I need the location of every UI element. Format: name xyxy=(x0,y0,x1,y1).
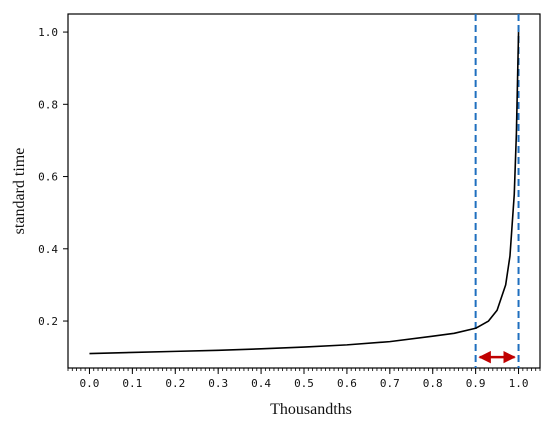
y-tick-label: 0.2 xyxy=(38,315,58,328)
y-axis: 0.2 0.4 0.6 0.8 1.0 xyxy=(38,26,68,328)
x-tick-label: 0.2 xyxy=(165,377,185,390)
plot-frame xyxy=(67,13,541,369)
x-tick-label: 0.9 xyxy=(466,377,486,390)
x-tick-label: 0.8 xyxy=(423,377,443,390)
y-tick-label: 0.6 xyxy=(38,171,58,184)
x-axis: 0.0 0.1 0.2 0.3 0.4 0.5 0.6 0.7 0.8 0.9 1.0 xyxy=(67,368,541,390)
x-tick-label: 0.3 xyxy=(208,377,228,390)
x-axis-title: Thousandths xyxy=(270,401,352,418)
x-tick-label: 0.0 xyxy=(80,377,100,390)
x-tick-label: 0.4 xyxy=(251,377,271,390)
x-tick-label: 0.6 xyxy=(337,377,357,390)
series-layer xyxy=(89,32,520,355)
reference-lines xyxy=(474,14,520,368)
x-tick-label: 0.1 xyxy=(122,377,142,390)
y-axis-title: standard time xyxy=(11,148,28,235)
series-line xyxy=(89,32,520,355)
x-tick-label: 1.0 xyxy=(509,377,529,390)
y-tick-label: 1.0 xyxy=(38,26,58,39)
x-tick-label: 0.7 xyxy=(380,377,400,390)
y-tick-label: 0.8 xyxy=(38,98,58,111)
y-tick-label: 0.4 xyxy=(38,243,58,256)
x-tick-label: 0.5 xyxy=(294,377,314,390)
